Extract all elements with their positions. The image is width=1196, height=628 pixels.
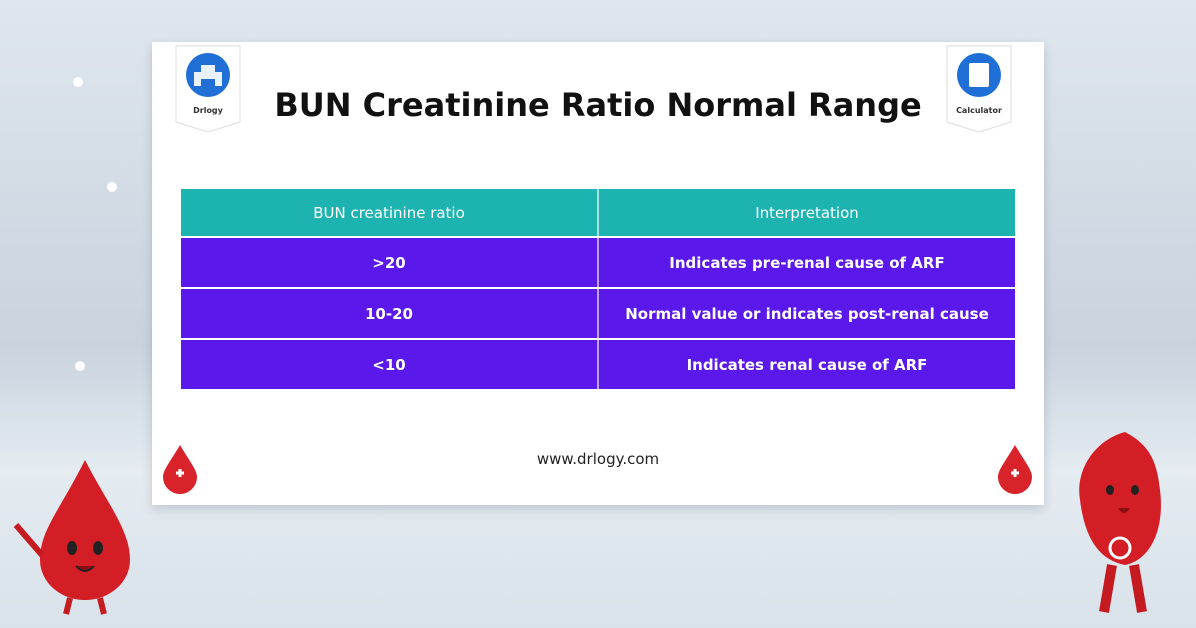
row: 10-20 Normal value or indicates post-ren… — [181, 287, 1015, 340]
row: <10 Indicates renal cause of ARF — [181, 338, 1015, 391]
mascot-mouth — [1118, 508, 1130, 513]
cell: Normal value or indicates post-renal cau… — [598, 287, 1015, 340]
mascot-eye — [1106, 485, 1114, 495]
mascot-eye — [93, 541, 103, 555]
column-header: BUN creatinine ratio — [181, 187, 599, 238]
footer-url: www.drlogy.com — [536, 450, 660, 468]
ratio-table: BUN creatinine ratio Interpretation >20 … — [181, 187, 1015, 391]
mascot-legs — [1099, 564, 1147, 613]
info-card: BUN Creatinine Ratio Normal Range BUN cr… — [152, 42, 1044, 505]
mascot-detail — [1108, 536, 1132, 560]
mascot — [40, 460, 130, 600]
badge-label: Calculator — [956, 106, 1002, 115]
snow — [75, 361, 85, 371]
cell: >20 — [181, 236, 599, 289]
snow — [73, 77, 83, 87]
cell: Indicates pre-renal cause of ARF — [598, 236, 1015, 289]
mascot-eye — [67, 541, 77, 555]
snow — [107, 182, 117, 192]
header-row: BUN creatinine ratio Interpretation — [181, 187, 1015, 238]
cell: 10-20 — [181, 287, 599, 340]
mascot-eye — [1131, 485, 1139, 495]
cell: <10 — [181, 338, 599, 391]
badge-label: Drlogy — [193, 106, 223, 115]
mascot-mouth — [75, 565, 95, 572]
row: >20 Indicates pre-renal cause of ARF — [181, 236, 1015, 289]
column-header: Interpretation — [598, 187, 1015, 238]
title: BUN Creatinine Ratio Normal Range — [274, 86, 922, 124]
mascot-legs — [63, 597, 107, 615]
cell: Indicates renal cause of ARF — [598, 338, 1015, 391]
mascot-arm — [13, 523, 45, 557]
mascot — [1079, 432, 1161, 565]
